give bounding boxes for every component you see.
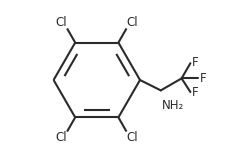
Text: Cl: Cl [127, 16, 138, 29]
Text: Cl: Cl [55, 131, 67, 144]
Text: Cl: Cl [55, 16, 67, 29]
Text: F: F [192, 56, 198, 69]
Text: Cl: Cl [127, 131, 138, 144]
Text: F: F [200, 72, 206, 85]
Text: NH₂: NH₂ [162, 99, 184, 112]
Text: F: F [192, 86, 198, 99]
